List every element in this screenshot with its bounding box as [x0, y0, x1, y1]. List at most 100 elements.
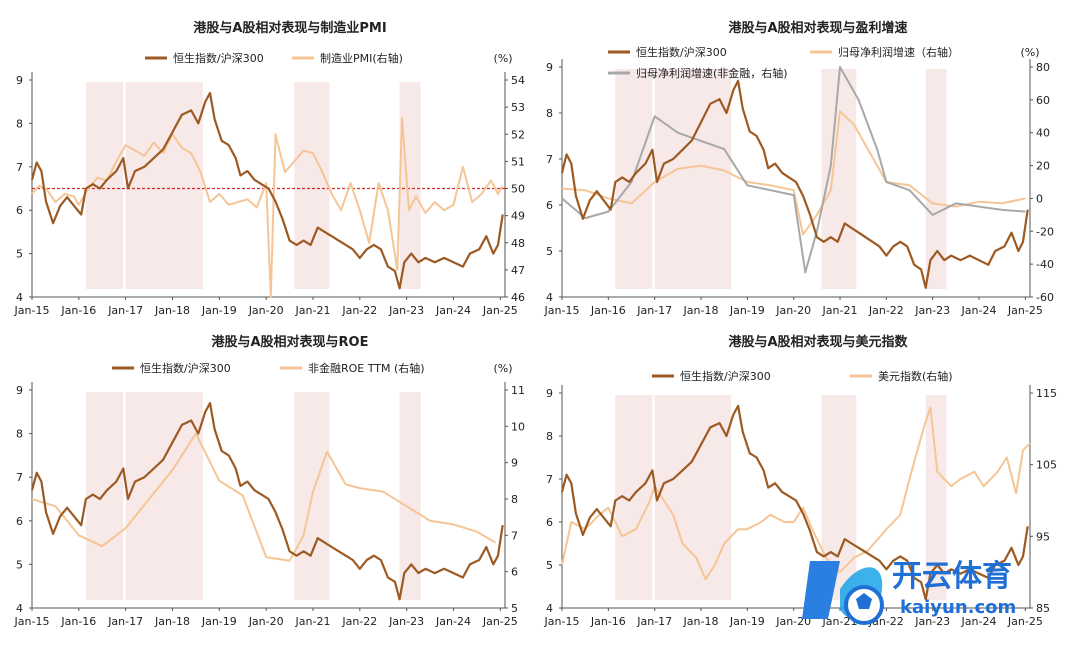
- x-tick-label: Jan-17: [636, 615, 672, 628]
- x-tick-label: Jan-19: [201, 615, 237, 628]
- shaded-period: [125, 392, 203, 600]
- x-tick-label: Jan-17: [107, 304, 143, 317]
- left-tick-label: 8: [16, 117, 23, 130]
- chart-title: 港股与A股相对表现与盈利增速: [728, 20, 907, 36]
- left-tick-label: 7: [16, 471, 23, 484]
- left-tick-label: 6: [16, 515, 23, 528]
- right-tick-label: 50: [511, 183, 525, 196]
- legend-label: 归母净利润增速(非金融，右轴): [636, 66, 788, 80]
- left-tick-label: 4: [546, 602, 553, 615]
- right-tick-label: -20: [1036, 225, 1054, 238]
- right-tick-label: 115: [1036, 387, 1057, 400]
- left-tick-label: 7: [546, 153, 553, 166]
- right-axis-unit: (%): [1020, 46, 1039, 59]
- x-tick-label: Jan-16: [590, 615, 626, 628]
- x-tick-label: Jan-18: [683, 304, 719, 317]
- series-line: [561, 66, 1026, 274]
- chart-panel-3: 港股与A股相对表现与ROE 4 5 6 7 8 9 5 6 7 8 9 10 11 (%) Jan-15 Jan…: [14, 334, 525, 628]
- x-tick-label: Jan-20: [248, 615, 284, 628]
- legend-label: 美元指数(右轴): [878, 369, 953, 383]
- x-tick-label: Jan-23: [914, 304, 950, 317]
- right-tick-label: 40: [1036, 127, 1050, 140]
- shaded-period: [925, 69, 947, 289]
- watermark-text: 开云体育: [892, 559, 1012, 594]
- right-tick-label: 52: [511, 128, 525, 141]
- legend-label: 恒生指数/沪深300: [636, 45, 727, 59]
- x-tick-label: Jan-21: [295, 304, 331, 317]
- shaded-period: [654, 69, 732, 289]
- right-tick-label: 51: [511, 155, 525, 168]
- right-tick-label: 9: [511, 457, 518, 470]
- x-tick-label: Jan-21: [822, 615, 858, 628]
- right-tick-label: 85: [1036, 602, 1050, 615]
- watermark: 开云体育 kaiyun.com: [800, 545, 1080, 647]
- left-tick-label: 9: [546, 61, 553, 74]
- right-tick-label: 0: [1036, 192, 1043, 205]
- x-tick-label: Jan-15: [544, 304, 580, 317]
- x-tick-label: Jan-18: [154, 304, 190, 317]
- chart-panel-2: 港股与A股相对表现与盈利增速 4 5 6 7 8 9 -60 -40 -20 0 20 40 60 80 (%…: [544, 20, 1054, 317]
- shaded-period: [399, 82, 421, 289]
- x-tick-label: Jan-22: [868, 304, 904, 317]
- left-tick-label: 5: [16, 248, 23, 261]
- right-tick-label: 105: [1036, 459, 1057, 472]
- x-tick-label: Jan-24: [435, 304, 471, 317]
- left-tick-label: 9: [16, 74, 23, 87]
- left-tick-label: 5: [16, 558, 23, 571]
- shaded-period: [399, 392, 421, 600]
- left-tick-label: 5: [546, 559, 553, 572]
- left-tick-label: 8: [546, 430, 553, 443]
- shaded-period: [125, 82, 203, 289]
- right-tick-label: 47: [511, 264, 525, 277]
- left-tick-label: 8: [546, 107, 553, 120]
- x-tick-label: Jan-23: [388, 304, 424, 317]
- left-tick-label: 6: [16, 204, 23, 217]
- x-tick-label: Jan-20: [248, 304, 284, 317]
- left-tick-label: 8: [16, 428, 23, 441]
- x-tick-label: Jan-24: [961, 615, 997, 628]
- right-tick-label: 48: [511, 237, 525, 250]
- legend-label: 恒生指数/沪深300: [173, 51, 264, 65]
- x-tick-label: Jan-22: [341, 615, 377, 628]
- left-tick-label: 9: [546, 387, 553, 400]
- x-tick-label: Jan-22: [341, 304, 377, 317]
- left-tick-label: 9: [16, 384, 23, 397]
- x-tick-label: Jan-19: [729, 615, 765, 628]
- chart-panel-1: 港股与A股相对表现与制造业PMI 4 5 6 7 8 9 46 47 48 49 50 51 52 53 54…: [14, 20, 525, 317]
- right-tick-label: 49: [511, 210, 525, 223]
- x-tick-label: Jan-25: [1007, 615, 1043, 628]
- series-line: [560, 404, 1029, 601]
- right-tick-label: 8: [511, 493, 518, 506]
- chart-title: 港股与A股相对表现与制造业PMI: [193, 20, 386, 36]
- right-tick-label: 60: [1036, 94, 1050, 107]
- chart-title: 港股与A股相对表现与ROE: [211, 334, 368, 350]
- x-tick-label: Jan-20: [775, 304, 811, 317]
- x-tick-label: Jan-25: [482, 615, 518, 628]
- right-tick-label: 10: [511, 420, 525, 433]
- left-tick-label: 4: [16, 291, 23, 304]
- x-tick-label: Jan-18: [683, 615, 719, 628]
- series-line: [30, 91, 504, 290]
- shaded-period: [294, 82, 330, 289]
- legend-label: 制造业PMI(右轴): [320, 51, 403, 65]
- x-tick-label: Jan-16: [60, 615, 96, 628]
- right-tick-label: -40: [1036, 258, 1054, 271]
- right-tick-label: 80: [1036, 61, 1050, 74]
- series-line: [30, 402, 504, 601]
- left-tick-label: 7: [546, 473, 553, 486]
- right-tick-label: 95: [1036, 530, 1050, 543]
- x-tick-label: Jan-25: [482, 304, 518, 317]
- right-tick-label: 7: [511, 529, 518, 542]
- watermark-subtext: kaiyun.com: [900, 597, 1017, 618]
- x-tick-label: Jan-24: [961, 304, 997, 317]
- legend-label: 恒生指数/沪深300: [140, 361, 231, 375]
- legend-label: 非金融ROE TTM (右轴): [308, 361, 425, 375]
- left-tick-label: 7: [16, 161, 23, 174]
- shaded-period: [821, 69, 857, 289]
- right-tick-label: 11: [511, 384, 525, 397]
- right-axis-unit: (%): [493, 362, 512, 375]
- right-tick-label: 54: [511, 74, 525, 87]
- left-tick-label: 5: [546, 245, 553, 258]
- left-tick-label: 4: [16, 602, 23, 615]
- x-tick-label: Jan-25: [1007, 304, 1043, 317]
